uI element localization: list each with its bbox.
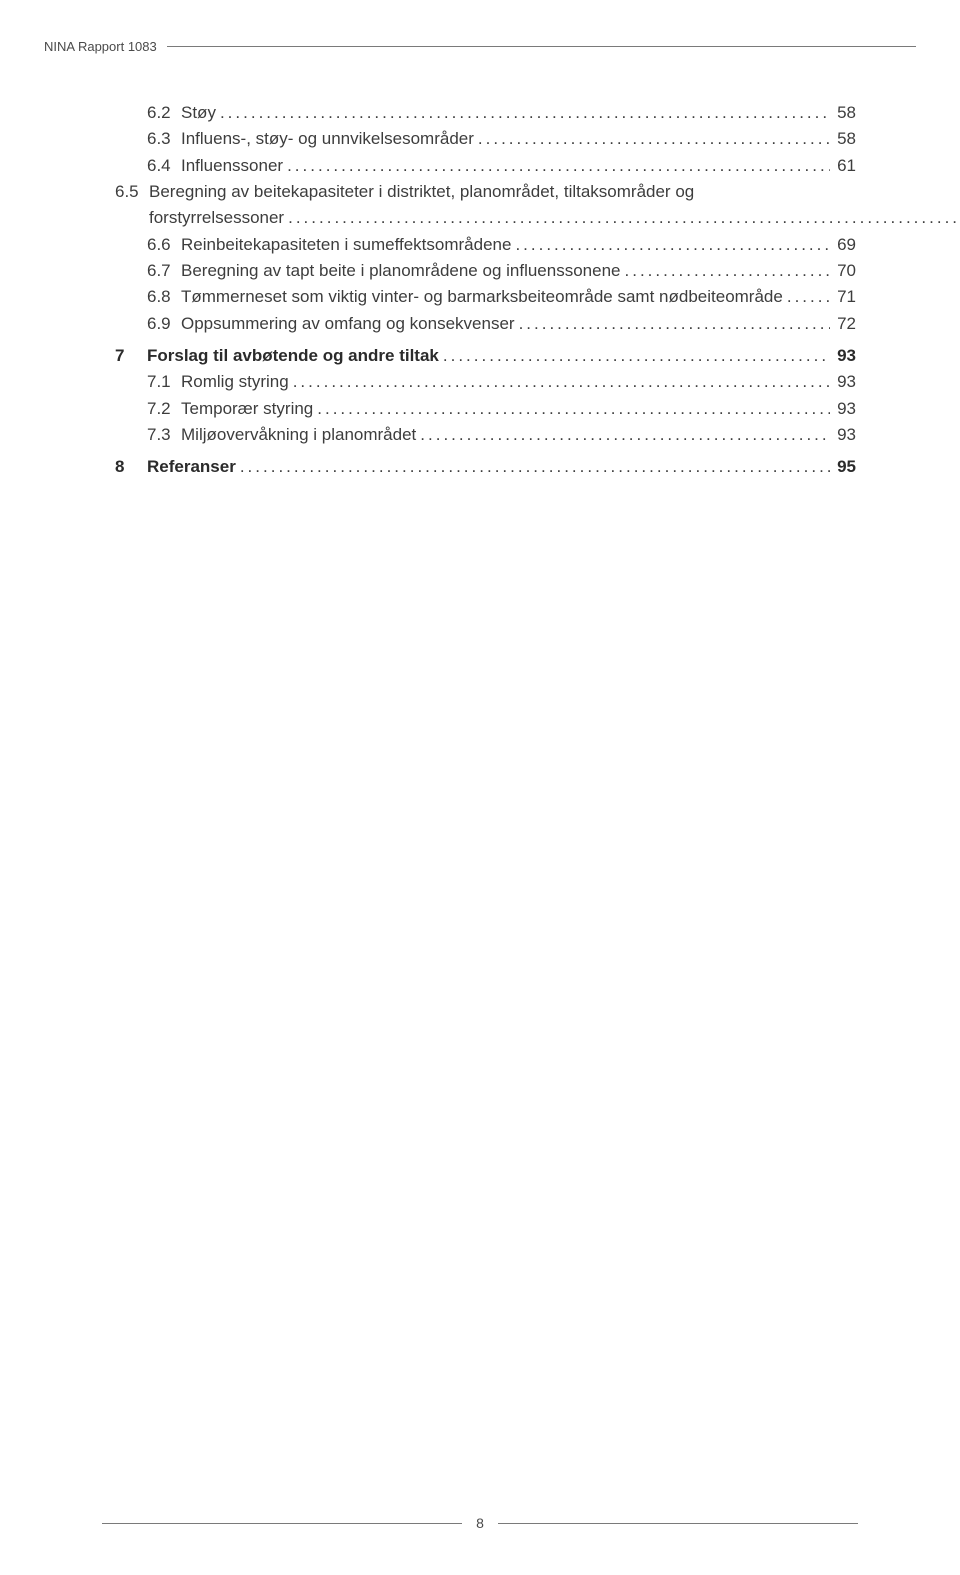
footer-page-number: 8	[476, 1515, 484, 1531]
toc-page: 70	[830, 258, 856, 284]
page-footer: 8	[0, 1515, 960, 1531]
toc-page: 93	[830, 396, 856, 422]
toc-leader	[443, 343, 830, 369]
toc-leader	[519, 311, 830, 337]
toc-label: Miljøovervåkning i planområdet	[181, 422, 420, 448]
toc-label-line1: Beregning av beitekapasiteter i distrikt…	[149, 179, 960, 205]
footer-rule-left	[102, 1523, 462, 1524]
toc-row: 7.2 Temporær styring 93	[115, 396, 856, 422]
toc-label: Beregning av tapt beite i planområdene o…	[181, 258, 625, 284]
toc-section-num: 6.3	[147, 126, 181, 152]
toc-label: Reinbeitekapasiteten i sumeffektsområden…	[181, 232, 515, 258]
header-rule	[167, 46, 916, 47]
toc-leader	[287, 153, 830, 179]
toc-label-line2: forstyrrelsessoner	[149, 205, 288, 231]
toc-page: 58	[830, 126, 856, 152]
toc-row-chapter: 8 Referanser 95	[115, 454, 856, 480]
toc-section-num: 6.5	[115, 179, 149, 205]
toc-section-num: 7.3	[147, 422, 181, 448]
toc-section-num: 6.6	[147, 232, 181, 258]
toc-leader	[293, 369, 830, 395]
toc-label: Forslag til avbøtende og andre tiltak	[147, 343, 443, 369]
toc-chapter-num: 8	[115, 454, 135, 480]
toc-row: 6.6 Reinbeitekapasiteten i sumeffektsomr…	[115, 232, 856, 258]
header-title: NINA Rapport 1083	[0, 39, 167, 54]
toc-page: 72	[830, 311, 856, 337]
toc: 6.2 Støy 58 6.3 Influens-, støy- og unnv…	[115, 100, 856, 481]
toc-section-num: 7.2	[147, 396, 181, 422]
toc-row: 6.5 Beregning av beitekapasiteter i dist…	[115, 179, 856, 232]
toc-leader	[787, 284, 830, 310]
toc-chapter-num: 7	[115, 343, 135, 369]
toc-label: Tømmerneset som viktig vinter- og barmar…	[181, 284, 787, 310]
toc-leader	[240, 454, 830, 480]
toc-row: 7.3 Miljøovervåkning i planområdet 93	[115, 422, 856, 448]
toc-label: Temporær styring	[181, 396, 317, 422]
toc-page: 93	[830, 369, 856, 395]
toc-label: Influens-, støy- og unnvikelsesområder	[181, 126, 478, 152]
toc-row: 6.2 Støy 58	[115, 100, 856, 126]
toc-label: Støy	[181, 100, 220, 126]
toc-label: Referanser	[147, 454, 240, 480]
toc-page: 61	[830, 153, 856, 179]
toc-label: Romlig styring	[181, 369, 293, 395]
toc-row: 6.4 Influenssoner 61	[115, 153, 856, 179]
toc-section-num: 7.1	[147, 369, 181, 395]
toc-section-num: 6.9	[147, 311, 181, 337]
toc-row: 6.7 Beregning av tapt beite i planområde…	[115, 258, 856, 284]
toc-page: 93	[830, 343, 856, 369]
page: NINA Rapport 1083 6.2 Støy 58 6.3 Influe…	[0, 0, 960, 1575]
toc-row: 7.1 Romlig styring 93	[115, 369, 856, 395]
toc-section-num: 6.2	[147, 100, 181, 126]
toc-page: 71	[830, 284, 856, 310]
toc-page: 95	[830, 454, 856, 480]
toc-page: 69	[830, 232, 856, 258]
toc-section-num: 6.7	[147, 258, 181, 284]
toc-row: 6.9 Oppsummering av omfang og konsekvens…	[115, 311, 856, 337]
toc-page: 58	[830, 100, 856, 126]
toc-leader	[288, 205, 960, 231]
footer-rule-right	[498, 1523, 858, 1524]
toc-row: 6.8 Tømmerneset som viktig vinter- og ba…	[115, 284, 856, 310]
toc-leader	[625, 258, 831, 284]
toc-leader	[420, 422, 830, 448]
toc-label: Oppsummering av omfang og konsekvenser	[181, 311, 519, 337]
toc-section-num: 6.4	[147, 153, 181, 179]
toc-row: 6.3 Influens-, støy- og unnvikelsesområd…	[115, 126, 856, 152]
toc-page: 93	[830, 422, 856, 448]
toc-leader	[317, 396, 830, 422]
toc-section-num: 6.8	[147, 284, 181, 310]
toc-leader	[515, 232, 830, 258]
toc-row-chapter: 7 Forslag til avbøtende og andre tiltak …	[115, 343, 856, 369]
toc-label: Influenssoner	[181, 153, 287, 179]
toc-leader	[220, 100, 830, 126]
toc-leader	[478, 126, 830, 152]
page-header: NINA Rapport 1083	[0, 38, 960, 54]
